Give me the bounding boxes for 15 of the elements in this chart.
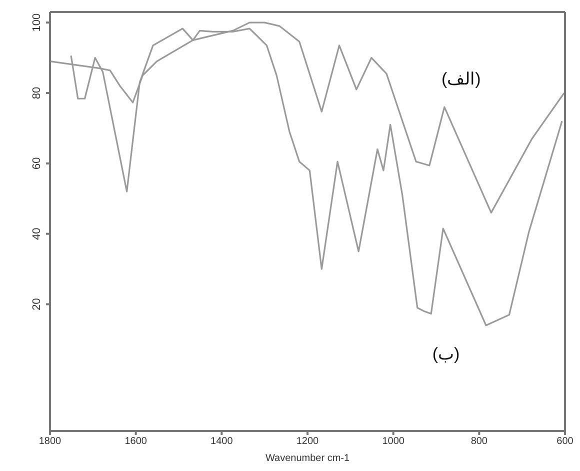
y-tick-label: 40 (31, 228, 43, 240)
x-tick-label: 1200 (296, 436, 320, 448)
x-tick-label: 800 (470, 436, 488, 448)
y-tick-label: 20 (31, 298, 43, 310)
x-tick-label: 1000 (382, 436, 405, 448)
y-tick-label: 80 (31, 86, 43, 100)
series-label: (ب) (432, 344, 460, 364)
x-tick-label: 1400 (210, 436, 234, 448)
y-tick-label: 100 (31, 13, 43, 32)
y-tick-label: 60 (31, 157, 43, 170)
x-tick-label: 1800 (38, 436, 62, 448)
series-label: (الف) (442, 70, 481, 89)
x-axis-title: Wavenumber cm-1 (265, 453, 350, 464)
x-tick-label: 600 (556, 436, 574, 448)
x-tick-label: 1600 (124, 436, 148, 448)
